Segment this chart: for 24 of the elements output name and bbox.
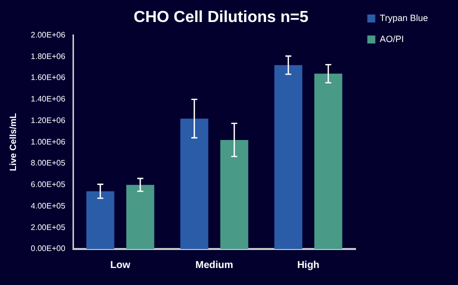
y-tick-label: 2.00E+06 <box>30 30 66 40</box>
y-tick-label: 6.00E+05 <box>30 180 66 190</box>
chart-title: CHO Cell Dilutions n=5 <box>134 9 308 26</box>
y-tick-label: 1.60E+06 <box>30 73 66 82</box>
bar <box>220 140 248 249</box>
bar <box>86 191 114 249</box>
y-tick-label: 1.20E+06 <box>30 116 66 125</box>
bar <box>314 74 342 249</box>
legend-label: Trypan Blue <box>380 12 428 23</box>
bar <box>126 184 154 249</box>
x-tick-label: High <box>297 260 320 271</box>
y-tick-label: 4.00E+05 <box>30 201 66 210</box>
y-axis-title: Live Cells/mL <box>8 112 18 172</box>
bar <box>180 118 208 249</box>
legend-label: AO/PI <box>380 34 404 44</box>
y-tick-label: 2.00E+05 <box>30 222 66 232</box>
y-tick-label: 8.00E+05 <box>30 158 66 168</box>
y-tick-label: 1.00E+06 <box>30 137 66 146</box>
y-tick-label: 0.00E+00 <box>30 244 66 254</box>
x-tick-label: Medium <box>195 260 234 271</box>
bar <box>274 65 302 249</box>
x-tick-label: Low <box>110 260 130 271</box>
y-tick-label: 1.40E+06 <box>30 94 66 104</box>
y-tick-label: 1.80E+06 <box>30 52 66 61</box>
